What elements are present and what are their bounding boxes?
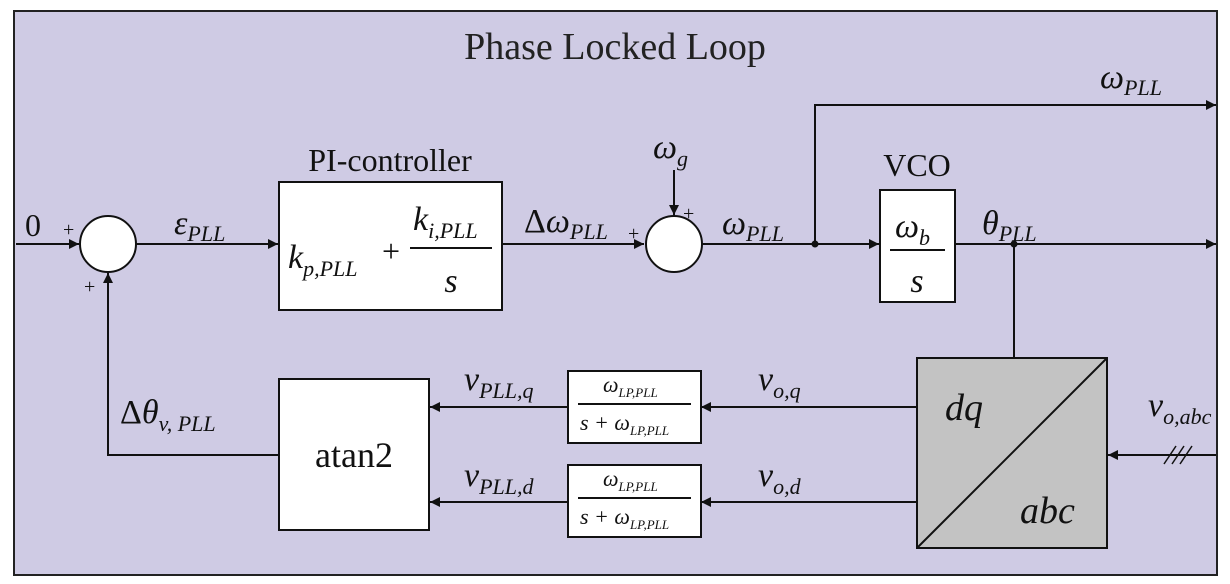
svg-text:ωLP,PLL: ωLP,PLL	[603, 466, 658, 494]
svg-text:+: +	[382, 233, 400, 269]
dq-label: dq	[945, 387, 983, 429]
delta-theta-label: Δθv, PLL	[120, 394, 216, 436]
low-pass-filter-q	[567, 370, 702, 444]
svg-text:ki,PLL: ki,PLL	[413, 201, 478, 243]
summing-junction-error	[79, 215, 137, 273]
lpf-d-transfer-function: ωLP,PLL s + ωLP,PLL	[578, 466, 691, 532]
abc-label: abc	[1020, 490, 1075, 532]
zero-input-label: 0	[25, 207, 41, 243]
v-o-abc-label: vo,abc	[1148, 387, 1212, 429]
pi-controller-label: PI-controller	[308, 142, 472, 178]
svg-text:s + ωLP,PLL: s + ωLP,PLL	[580, 504, 669, 532]
atan2-label: atan2	[315, 435, 393, 475]
three-phase-marker	[1163, 445, 1193, 465]
sum2-plus-top: +	[683, 203, 694, 225]
signal-delta-theta-feedback	[103, 273, 279, 456]
omega-g-label: ωg	[653, 129, 688, 171]
epsilon-pll-label: εPLL	[174, 205, 225, 246]
sum1-plus-bottom: +	[84, 276, 95, 298]
diagram-title: Phase Locked Loop	[464, 26, 766, 68]
summing-junction-frequency	[645, 215, 703, 273]
pi-controller-block	[278, 181, 503, 311]
svg-text:ωLP,PLL: ωLP,PLL	[603, 372, 658, 400]
sum2-plus-left: +	[628, 223, 639, 245]
vco-transfer-function: ωb s	[890, 208, 945, 300]
atan2-block	[278, 378, 430, 531]
vco-block	[879, 189, 956, 303]
svg-text:s: s	[444, 263, 457, 300]
lpf-q-transfer-function: ωLP,PLL s + ωLP,PLL	[578, 372, 691, 438]
v-pll-d-label: vPLL,d	[464, 457, 535, 499]
pi-transfer-function: kp,PLL + ki,PLL s	[288, 201, 492, 300]
vco-label: VCO	[883, 147, 951, 183]
svg-text:s + ωLP,PLL: s + ωLP,PLL	[580, 410, 669, 438]
low-pass-filter-d	[567, 464, 702, 538]
svg-text:ωb: ωb	[895, 208, 930, 250]
delta-omega-pll-label: ΔωPLL	[524, 203, 608, 244]
sum1-plus-left: +	[63, 219, 74, 241]
v-pll-q-label: vPLL,q	[464, 361, 534, 403]
v-o-q-label: vo,q	[758, 361, 801, 403]
omega-pll-output-label: ωPLL	[1100, 59, 1162, 100]
v-o-d-label: vo,d	[758, 457, 802, 499]
transform-diagonal	[916, 357, 1108, 549]
signal-omega-pll-output	[814, 100, 1216, 244]
theta-pll-label: θPLL	[982, 205, 1037, 246]
svg-text:s: s	[910, 263, 923, 300]
omega-pll-mid-label: ωPLL	[722, 205, 784, 246]
svg-text:kp,PLL: kp,PLL	[288, 239, 358, 281]
